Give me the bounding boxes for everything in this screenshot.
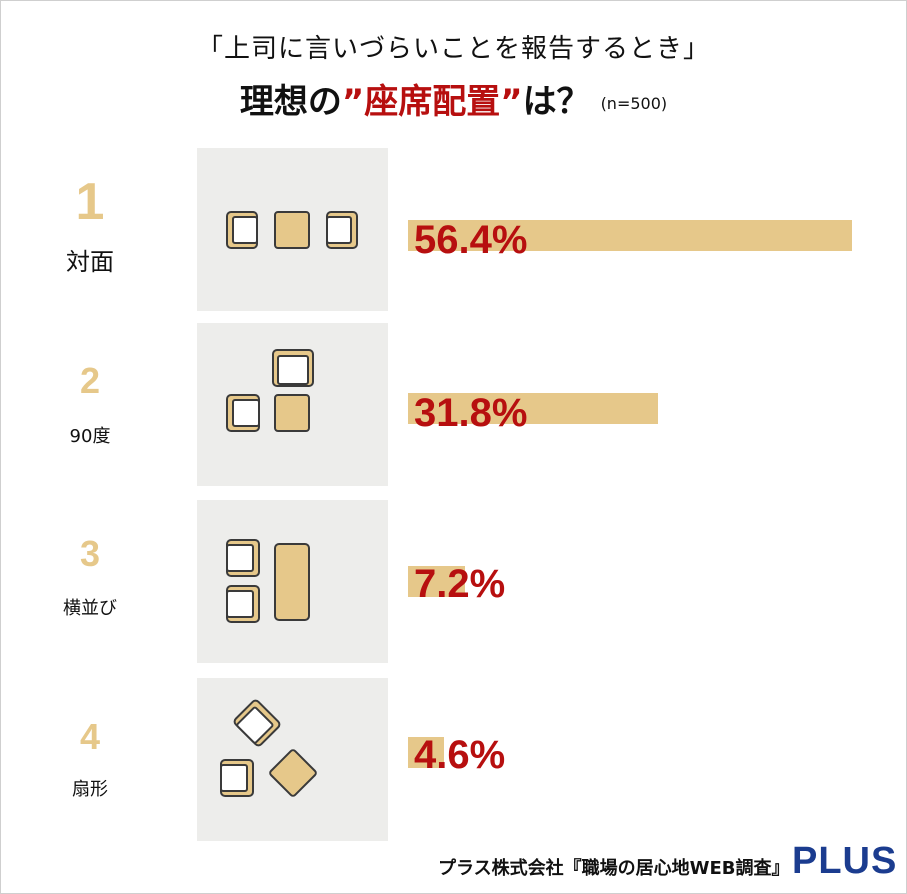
value-label: 31.8% (414, 391, 528, 435)
bar-90do (408, 393, 658, 424)
value-label: 7.2% (414, 562, 506, 606)
bar-ougi (408, 737, 444, 768)
bar-yokonarabi (408, 566, 465, 597)
title-prefix: 理想の (239, 82, 342, 122)
ninety-degree-seating-icon (197, 323, 388, 486)
rank-number: 3 (79, 533, 101, 574)
chart-title: 理想の”座席配置”は？ (n=500) (0, 74, 907, 123)
rank-number: 4 (79, 716, 101, 757)
value-label: 56.4% (414, 218, 528, 262)
bar-taimen (408, 220, 852, 251)
face-to-face-seating-icon (197, 148, 388, 311)
rank-number: 1 (75, 173, 105, 231)
category-label: 扇形 (72, 779, 108, 800)
title-suffix: は？ (522, 82, 591, 122)
title-highlight: ”座席配置” (341, 82, 523, 122)
plus-logo: PLUS (792, 840, 898, 882)
sample-size: (n=500) (600, 94, 668, 113)
side-by-side-seating-icon (197, 500, 388, 663)
fan-shape-seating-icon (197, 678, 388, 841)
rank-number: 2 (79, 360, 101, 401)
category-label: 90度 (69, 426, 111, 447)
value-label: 4.6% (414, 733, 506, 777)
source-note: プラス株式会社『職場の居心地WEB調査』 (438, 858, 790, 879)
category-label: 対面 (66, 248, 114, 276)
chart-subtitle: 「上司に言いづらいことを報告するとき」 (196, 34, 710, 64)
category-label: 横並び (63, 598, 117, 619)
